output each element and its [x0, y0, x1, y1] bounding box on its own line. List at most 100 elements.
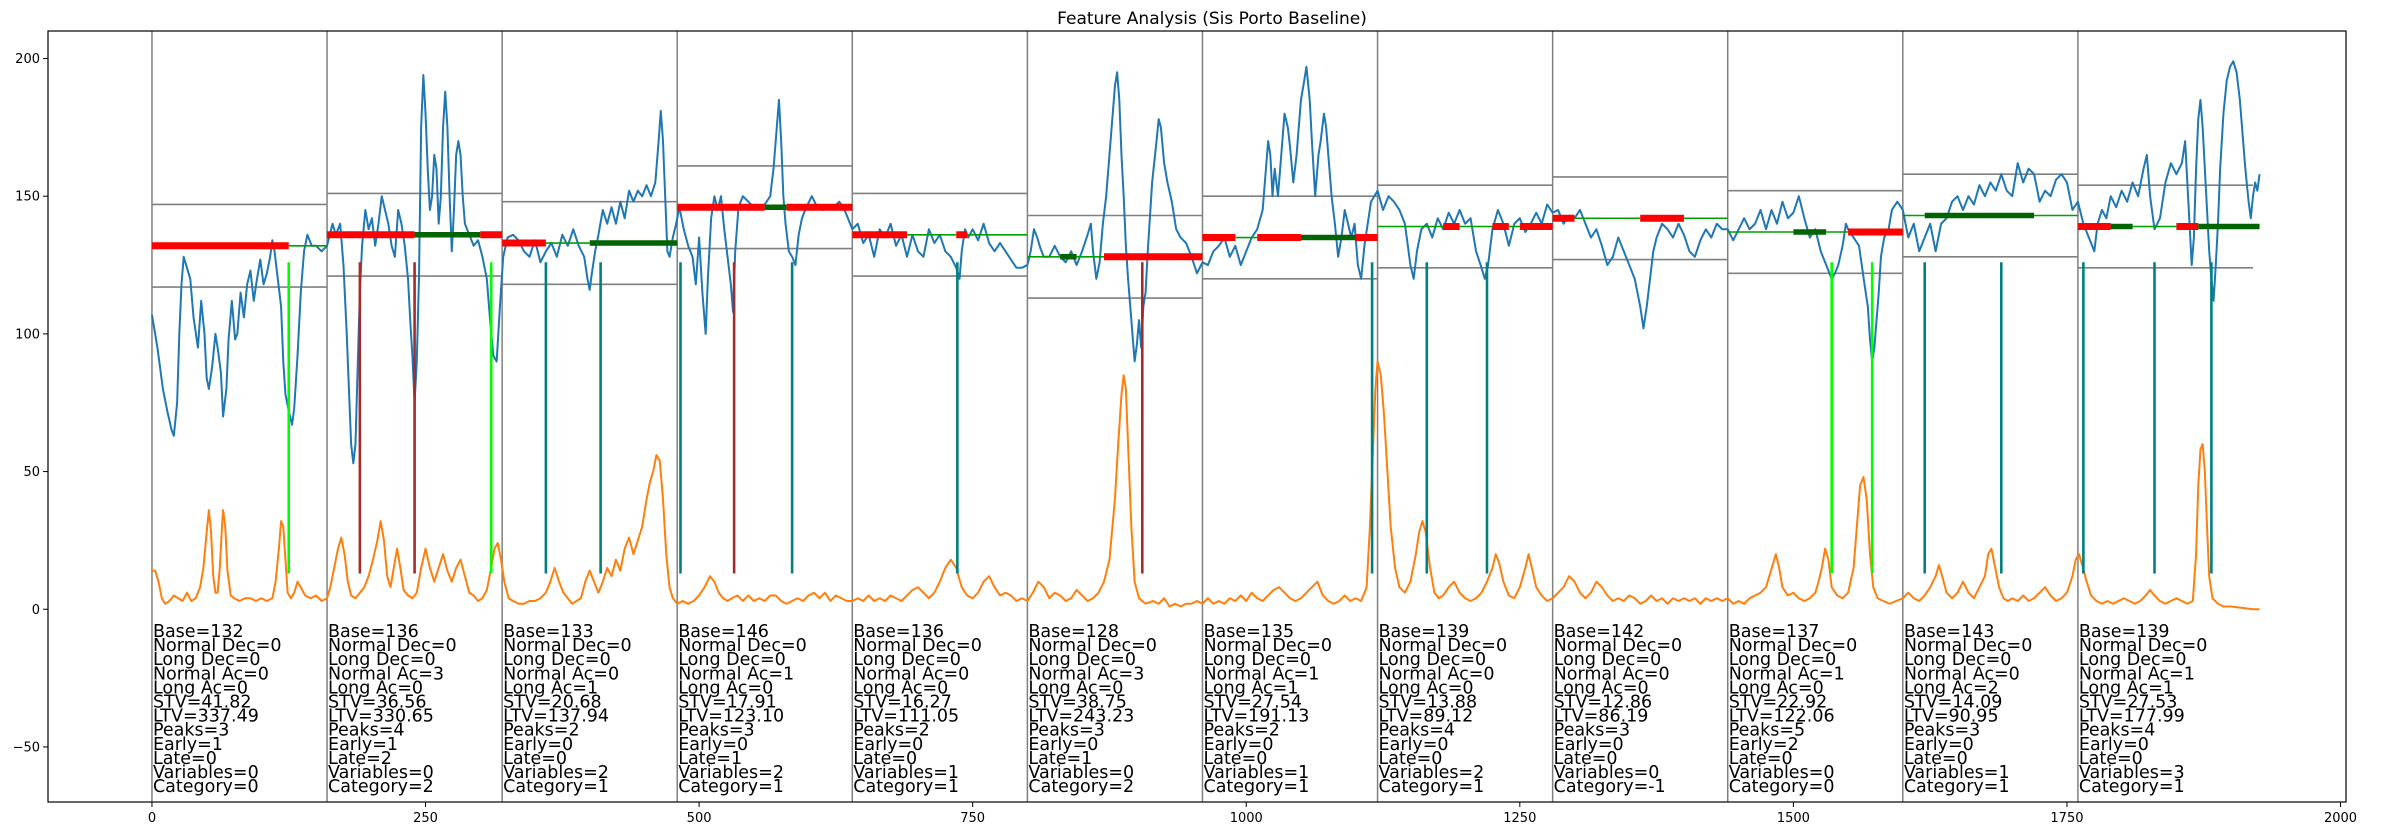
segment-4-stat-11: Category=1 — [853, 777, 959, 797]
segment-1-stat-7: Peaks=4 — [328, 721, 404, 741]
segment-5-stat-11: Category=2 — [1028, 777, 1134, 797]
segment-5-stat-7: Peaks=3 — [1028, 721, 1104, 741]
segment-3-stat-4: Long Ac=0 — [678, 678, 773, 698]
y-tick-label-100: 100 — [15, 327, 40, 342]
segment-4-stat-4: Long Ac=0 — [853, 678, 948, 698]
segment-5-stat-2: Long Dec=0 — [1028, 650, 1136, 670]
segment-4-stat-9: Late=0 — [853, 749, 917, 769]
x-tick-label-250: 250 — [413, 811, 438, 826]
y-tick-label-0: 0 — [32, 603, 40, 618]
y-tick-label--50: −50 — [13, 740, 40, 755]
segment-9-stat-6: LTV=122.06 — [1729, 707, 1835, 727]
segment-10-stat-4: Long Ac=2 — [1904, 678, 1999, 698]
segment-6-stat-7: Peaks=2 — [1203, 721, 1279, 741]
segment-7-stat-8: Early=0 — [1379, 735, 1449, 755]
segment-10-stat-1: Normal Dec=0 — [1904, 636, 2033, 656]
segment-6-stat-9: Late=0 — [1203, 749, 1267, 769]
x-tick-label-2000: 2000 — [2324, 811, 2357, 826]
segment-6-stat-8: Early=0 — [1203, 735, 1273, 755]
segment-6-stat-2: Long Dec=0 — [1203, 650, 1311, 670]
segment-1-stat-0: Base=136 — [328, 622, 419, 642]
segment-10-stat-3: Normal Ac=0 — [1904, 664, 2020, 684]
segment-0-stat-3: Normal Ac=0 — [153, 664, 269, 684]
segment-2-stat-0: Base=133 — [503, 622, 594, 642]
segment-2-stat-2: Long Dec=0 — [503, 650, 611, 670]
segment-5-stat-3: Normal Ac=3 — [1028, 664, 1144, 684]
y-tick-label-200: 200 — [15, 52, 40, 67]
x-tick-label-1500: 1500 — [1777, 811, 1810, 826]
segment-5-stat-9: Late=1 — [1028, 749, 1092, 769]
segment-8-stat-8: Early=0 — [1554, 735, 1624, 755]
y-tick-label-150: 150 — [15, 190, 40, 205]
segment-11-stat-1: Normal Dec=0 — [2079, 636, 2208, 656]
segment-6-stat-5: STV=27.54 — [1203, 693, 1302, 713]
segment-7-stat-6: LTV=89.12 — [1379, 707, 1474, 727]
x-tick-label-1000: 1000 — [1230, 811, 1263, 826]
segment-11-stat-7: Peaks=4 — [2079, 721, 2155, 741]
segment-7-stat-3: Normal Ac=0 — [1379, 664, 1495, 684]
segment-7-stat-1: Normal Dec=0 — [1379, 636, 1508, 656]
segment-3-stat-3: Normal Ac=1 — [678, 664, 794, 684]
segment-8-stat-9: Late=0 — [1554, 749, 1618, 769]
segment-9-stat-1: Normal Dec=0 — [1729, 636, 1858, 656]
x-tick-label-1250: 1250 — [1503, 811, 1536, 826]
segment-11-stat-0: Base=139 — [2079, 622, 2170, 642]
segment-3-stat-5: STV=17.91 — [678, 693, 777, 713]
segment-9-stat-8: Early=2 — [1729, 735, 1799, 755]
segment-0-stat-7: Peaks=3 — [153, 721, 229, 741]
segment-8-stat-4: Long Ac=0 — [1554, 678, 1649, 698]
segment-0-stat-2: Long Dec=0 — [153, 650, 261, 670]
segment-0-stat-1: Normal Dec=0 — [153, 636, 282, 656]
segment-2-stat-10: Variables=2 — [503, 763, 609, 783]
segment-3-stat-8: Early=0 — [678, 735, 748, 755]
segment-7-stat-10: Variables=2 — [1379, 763, 1485, 783]
segment-8-stat-5: STV=12.86 — [1554, 693, 1653, 713]
segment-0-stat-4: Long Ac=0 — [153, 678, 248, 698]
segment-10-stat-9: Late=0 — [1904, 749, 1968, 769]
segment-9-stat-3: Normal Ac=1 — [1729, 664, 1845, 684]
segment-1-stat-10: Variables=0 — [328, 763, 434, 783]
segment-11-stat-4: Long Ac=1 — [2079, 678, 2174, 698]
segment-6-stat-3: Normal Ac=1 — [1203, 664, 1319, 684]
segment-5-stat-0: Base=128 — [1028, 622, 1119, 642]
y-axis: −50 0 50 100 150 200 — [13, 52, 48, 755]
segment-9-stat-11: Category=0 — [1729, 777, 1835, 797]
segment-11-stat-10: Variables=3 — [2079, 763, 2185, 783]
segment-7-stat-5: STV=13.88 — [1379, 693, 1478, 713]
segment-4-stat-2: Long Dec=0 — [853, 650, 961, 670]
segment-2-stat-3: Normal Ac=0 — [503, 664, 619, 684]
segment-9-stat-7: Peaks=5 — [1729, 721, 1805, 741]
segment-6-stat-4: Long Ac=1 — [1203, 678, 1298, 698]
segment-1-stat-1: Normal Dec=0 — [328, 636, 457, 656]
segment-8-stat-10: Variables=0 — [1554, 763, 1660, 783]
segment-4-stat-5: STV=16.27 — [853, 693, 952, 713]
segment-6-stat-6: LTV=191.13 — [1203, 707, 1309, 727]
segment-10-stat-6: LTV=90.95 — [1904, 707, 1999, 727]
segment-4-stat-6: LTV=111.05 — [853, 707, 959, 727]
segment-2-stat-7: Peaks=2 — [503, 721, 579, 741]
plot-frame — [47, 30, 2347, 803]
segment-3-stat-2: Long Dec=0 — [678, 650, 786, 670]
segment-11-stat-2: Long Dec=0 — [2079, 650, 2187, 670]
uc-series-line — [151, 360, 2260, 611]
segment-1-stat-9: Late=2 — [328, 749, 392, 769]
segment-0-stat-0: Base=132 — [153, 622, 244, 642]
segment-1-stat-4: Long Ac=0 — [328, 678, 423, 698]
segment-10-stat-5: STV=14.09 — [1904, 693, 2003, 713]
segment-1-stat-8: Early=1 — [328, 735, 398, 755]
segment-7-stat-11: Category=1 — [1379, 777, 1485, 797]
x-tick-label-1750: 1750 — [2050, 811, 2083, 826]
segment-6-stat-11: Category=1 — [1203, 777, 1309, 797]
segment-9-stat-0: Base=137 — [1729, 622, 1820, 642]
segment-2-stat-4: Long Ac=1 — [503, 678, 598, 698]
segment-9-stat-10: Variables=0 — [1729, 763, 1835, 783]
segment-5-stat-6: LTV=243.23 — [1028, 707, 1134, 727]
segment-4-stat-7: Peaks=2 — [853, 721, 929, 741]
segment-7-stat-0: Base=139 — [1379, 622, 1470, 642]
segment-1-stat-3: Normal Ac=3 — [328, 664, 444, 684]
segment-0-stat-5: STV=41.82 — [153, 693, 252, 713]
segment-11-stat-9: Late=0 — [2079, 749, 2143, 769]
fhr-series-line — [150, 60, 2261, 465]
